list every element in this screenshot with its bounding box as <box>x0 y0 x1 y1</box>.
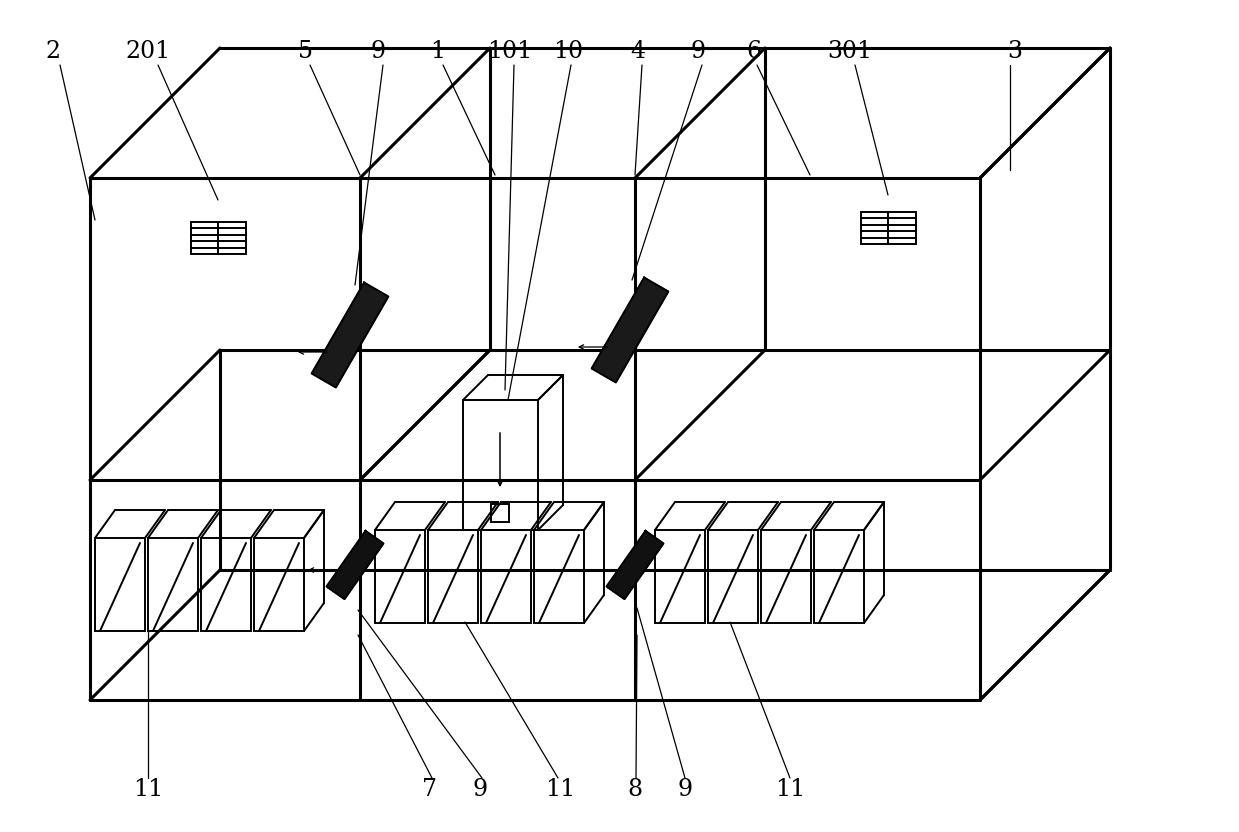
Text: 9: 9 <box>678 779 693 801</box>
Text: 11: 11 <box>545 779 575 801</box>
Polygon shape <box>327 531 384 599</box>
Bar <box>534 530 584 623</box>
Text: 101: 101 <box>487 41 533 63</box>
Bar <box>491 504 509 522</box>
Polygon shape <box>592 278 668 383</box>
Text: 6: 6 <box>746 41 762 63</box>
Bar <box>463 400 538 530</box>
Text: 9: 9 <box>690 41 705 63</box>
Polygon shape <box>606 531 664 599</box>
Text: 8: 8 <box>627 779 643 801</box>
Bar <box>191 222 247 254</box>
Bar <box>147 538 198 631</box>
Text: 201: 201 <box>125 41 171 63</box>
Bar <box>375 530 425 623</box>
Bar <box>254 538 304 631</box>
Text: 11: 11 <box>133 779 164 801</box>
Text: 1: 1 <box>430 41 446 63</box>
Text: 5: 5 <box>297 41 312 63</box>
Bar <box>707 530 758 623</box>
Bar <box>201 538 252 631</box>
Polygon shape <box>312 283 388 388</box>
Text: 3: 3 <box>1007 41 1022 63</box>
Text: 10: 10 <box>553 41 584 63</box>
Bar <box>95 538 145 631</box>
Bar <box>814 530 864 623</box>
Text: 2: 2 <box>46 41 61 63</box>
Text: 9: 9 <box>370 41 385 63</box>
Text: 4: 4 <box>631 41 646 63</box>
Text: 301: 301 <box>828 41 872 63</box>
Bar <box>861 212 916 244</box>
Bar <box>481 530 532 623</box>
Bar <box>655 530 705 623</box>
Bar <box>761 530 812 623</box>
Text: 9: 9 <box>472 779 488 801</box>
Text: 11: 11 <box>774 779 805 801</box>
Bar <box>427 530 478 623</box>
Text: 7: 7 <box>422 779 437 801</box>
